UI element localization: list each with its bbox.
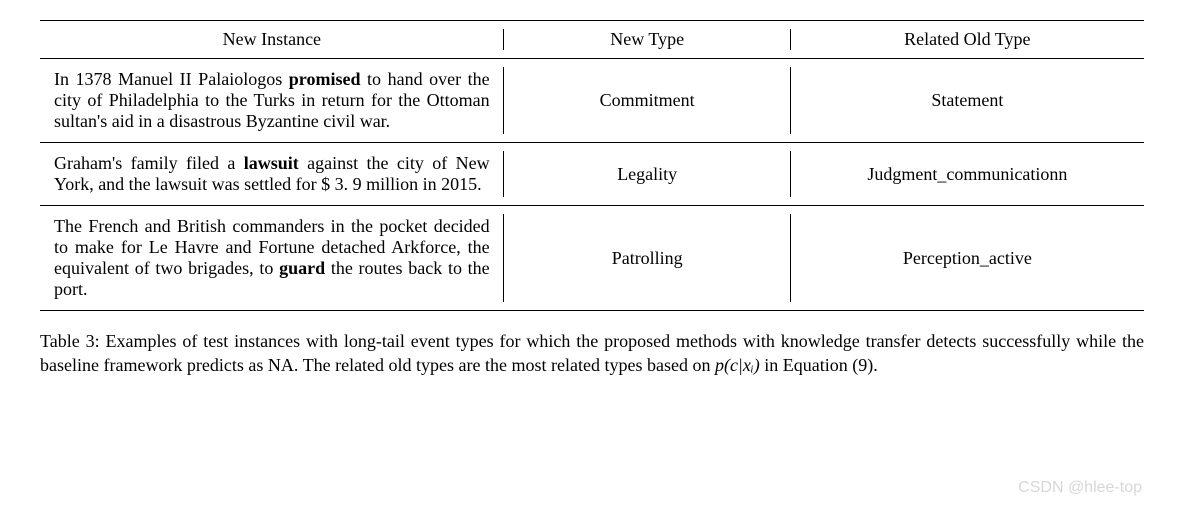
table-caption: Table 3: Examples of test instances with… xyxy=(40,329,1144,378)
cell-new-type: Patrolling xyxy=(504,206,791,311)
examples-table: New Instance New Type Related Old Type I… xyxy=(40,20,1144,311)
caption-formula: p(c|xᵢ) xyxy=(715,355,760,375)
header-instance: New Instance xyxy=(40,21,504,59)
trigger-word: promised xyxy=(289,69,361,89)
cell-old-type: Judgment_communicationn xyxy=(791,143,1144,206)
watermark: CSDN @hlee-top xyxy=(1018,479,1142,497)
caption-na: NA xyxy=(268,355,294,375)
cell-new-type: Legality xyxy=(504,143,791,206)
cell-instance: Graham's family filed a lawsuit against … xyxy=(40,143,504,206)
trigger-word: lawsuit xyxy=(244,153,299,173)
cell-old-type: Perception_active xyxy=(791,206,1144,311)
cell-instance: In 1378 Manuel II Palaiologos promised t… xyxy=(40,59,504,143)
table-row: The French and British commanders in the… xyxy=(40,206,1144,311)
table-header-row: New Instance New Type Related Old Type xyxy=(40,21,1144,59)
header-old-type: Related Old Type xyxy=(791,21,1144,59)
cell-old-type: Statement xyxy=(791,59,1144,143)
trigger-word: guard xyxy=(279,258,325,278)
cell-instance: The French and British commanders in the… xyxy=(40,206,504,311)
table-row: Graham's family filed a lawsuit against … xyxy=(40,143,1144,206)
header-new-type: New Type xyxy=(504,21,791,59)
caption-label: Table 3: xyxy=(40,331,100,351)
table-row: In 1378 Manuel II Palaiologos promised t… xyxy=(40,59,1144,143)
cell-new-type: Commitment xyxy=(504,59,791,143)
